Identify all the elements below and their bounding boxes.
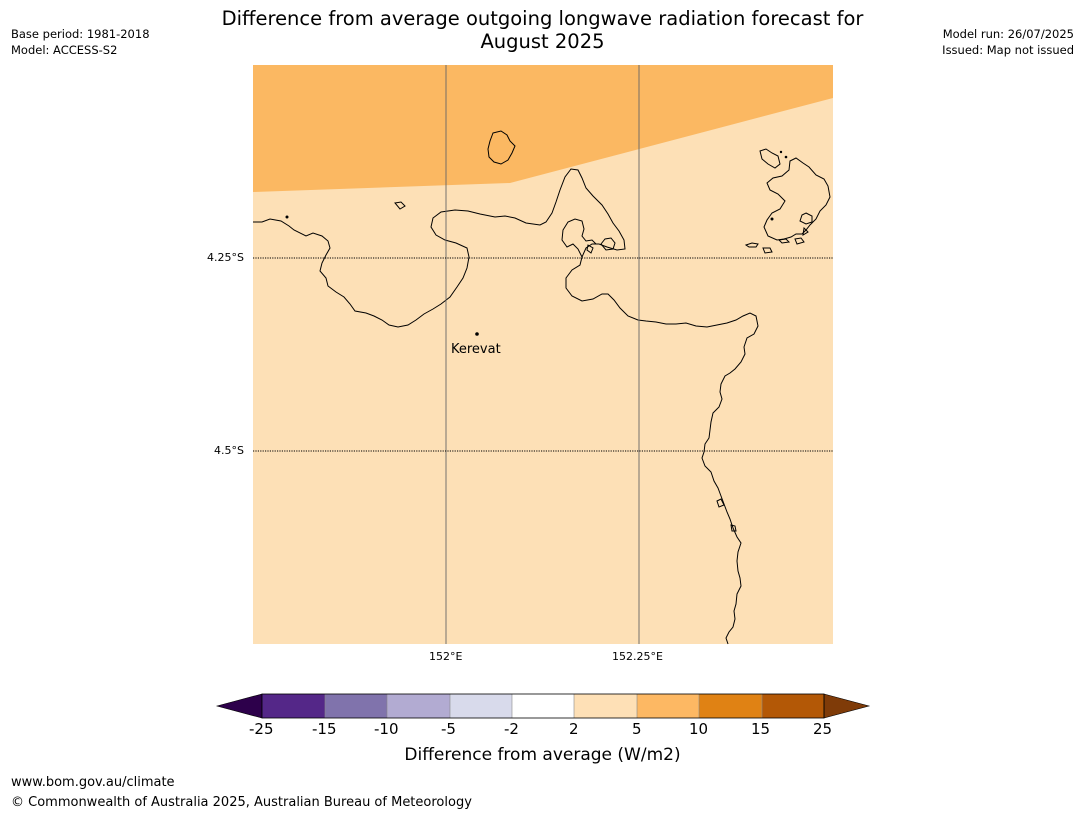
colorbar-label: Difference from average (W/m2) xyxy=(404,745,681,765)
colorbar xyxy=(215,693,871,719)
title-line-2: August 2025 xyxy=(480,30,605,53)
colorbar-swatch xyxy=(325,694,387,718)
footer-url: www.bom.gov.au/climate xyxy=(11,775,175,790)
lon-tick-label: 152°E xyxy=(429,650,463,663)
meta-right: Model run: 26/07/2025 Issued: Map not is… xyxy=(942,26,1074,58)
colorbar-swatch xyxy=(262,694,325,718)
base-period-text: Base period: 1981-2018 xyxy=(11,27,150,41)
colorbar-tick: 15 xyxy=(751,720,771,738)
colorbar-tick: -25 xyxy=(249,720,274,738)
colorbar-swatch xyxy=(699,694,762,718)
footer-copyright: © Commonwealth of Australia 2025, Austra… xyxy=(11,795,472,810)
colorbar-swatch xyxy=(450,694,512,718)
colorbar-swatch xyxy=(637,694,699,718)
colorbar-tick: 2 xyxy=(569,720,579,738)
colorbar-tick: -15 xyxy=(312,720,337,738)
map-region-high xyxy=(253,65,833,192)
lat-tick-label: 4.25°S xyxy=(207,251,244,264)
colorbar-swatch xyxy=(387,694,450,718)
title-line-1: Difference from average outgoing longwav… xyxy=(221,7,864,30)
colorbar-swatch xyxy=(512,694,574,718)
islet-dot xyxy=(784,155,788,159)
colorbar-tick: -10 xyxy=(374,720,399,738)
meta-left: Base period: 1981-2018 Model: ACCESS-S2 xyxy=(11,26,150,58)
colorbar-extend-low xyxy=(215,693,263,719)
lon-tick-label: 152.25°E xyxy=(612,650,663,663)
islet-dot xyxy=(779,150,783,154)
islet-dot xyxy=(770,217,774,221)
coastline xyxy=(253,130,831,645)
location-label: Kerevat xyxy=(451,342,501,357)
colorbar-swatch xyxy=(574,694,637,718)
islet-dot xyxy=(285,215,289,219)
model-text: Model: ACCESS-S2 xyxy=(11,43,118,57)
colorbar-tick: -5 xyxy=(441,720,456,738)
issued-text: Issued: Map not issued xyxy=(942,43,1074,57)
chart-title: Difference from average outgoing longwav… xyxy=(0,7,1085,53)
colorbar-extend-high xyxy=(823,693,871,719)
colorbar-tick: 5 xyxy=(632,720,642,738)
colorbar-tick: -2 xyxy=(504,720,519,738)
colorbar-swatch xyxy=(762,694,824,718)
lat-tick-label: 4.5°S xyxy=(214,444,244,457)
kerevat-marker xyxy=(475,332,479,336)
colorbar-tick: 25 xyxy=(813,720,833,738)
model-run-text: Model run: 26/07/2025 xyxy=(942,27,1074,41)
colorbar-frame xyxy=(261,693,825,719)
colorbar-tick: 10 xyxy=(689,720,709,738)
